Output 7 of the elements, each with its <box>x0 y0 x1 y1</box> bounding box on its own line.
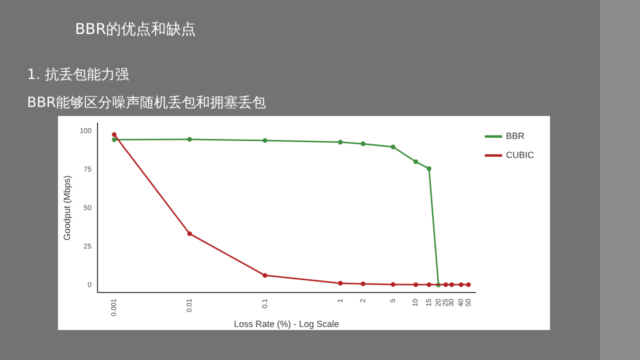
text: BBR能够区分噪声随机丢包和拥塞丢包 <box>27 94 266 112</box>
legend-label: BBR <box>506 130 526 141</box>
x-axis-title: Loss Rate (%) - Log Scale <box>234 319 340 330</box>
chart-subtitle: 1. 抗丢包能力强 <box>27 66 129 84</box>
y-axis-title: Goodput (Mbps) <box>62 175 72 240</box>
chart-title: BBR的优点和缺点 <box>75 20 196 39</box>
legend-label: CUBIC <box>506 150 534 160</box>
